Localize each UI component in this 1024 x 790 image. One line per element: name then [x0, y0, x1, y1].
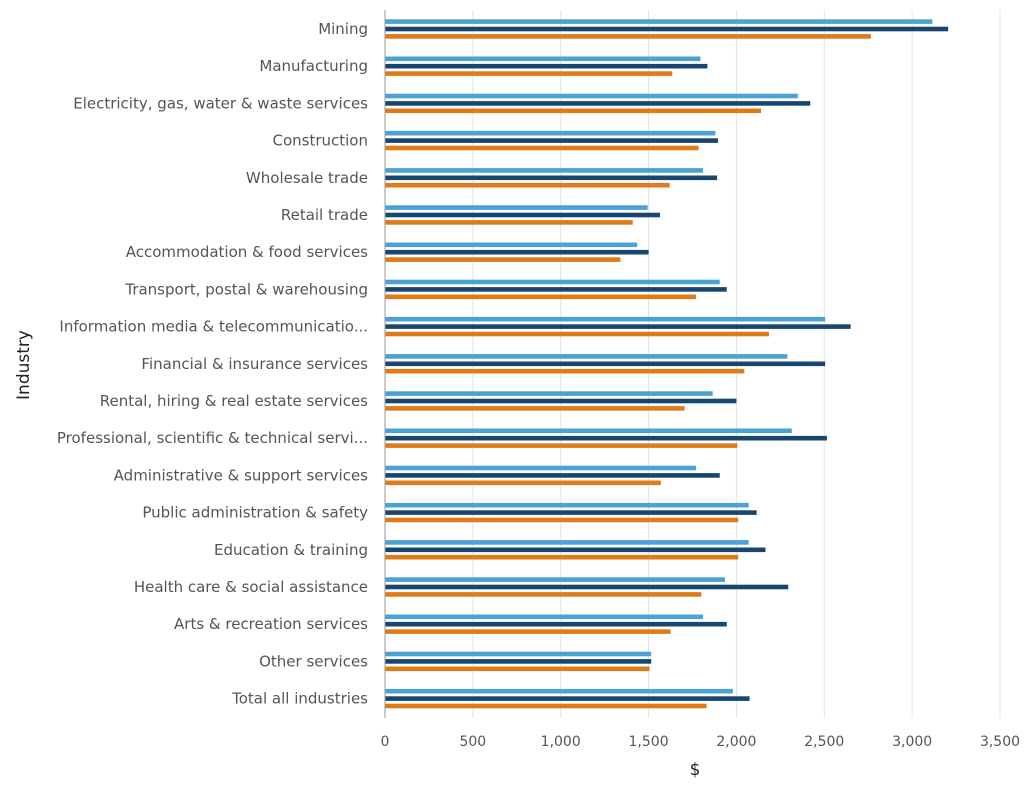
category-label: Professional, scientific & technical ser… — [57, 429, 368, 447]
bar-series-2 — [385, 398, 737, 404]
x-tick-label: 0 — [381, 734, 390, 750]
bar-series-3 — [385, 517, 739, 523]
bar-series-2 — [385, 175, 718, 181]
x-tick-label: 2,500 — [804, 734, 844, 750]
category-label: Wholesale trade — [246, 169, 368, 187]
bar-series-2 — [385, 287, 727, 292]
category-label: Transport, postal & warehousing — [124, 280, 368, 298]
bar-series-2 — [385, 659, 652, 664]
bar-series-3 — [385, 331, 769, 337]
category-label: Arts & recreation services — [174, 615, 368, 633]
bar-series-3 — [385, 554, 739, 560]
category-label: Total all industries — [231, 690, 368, 708]
category-label: Manufacturing — [259, 57, 368, 75]
bar-series-3 — [385, 294, 697, 300]
bar-series-1 — [385, 93, 798, 99]
bar-series-3 — [385, 220, 633, 225]
bar-series-3 — [385, 592, 702, 597]
bar-series-1 — [385, 428, 792, 434]
bar-series-1 — [385, 354, 788, 359]
bar-series-2 — [385, 435, 827, 441]
bar-series-3 — [385, 406, 685, 411]
bar-series-3 — [385, 629, 671, 634]
bar-series-1 — [385, 56, 701, 62]
bar-series-1 — [385, 19, 933, 24]
bar-series-3 — [385, 108, 762, 114]
bar-series-1 — [385, 688, 733, 694]
bar-series-3 — [385, 182, 670, 188]
bar-series-2 — [385, 26, 949, 32]
bar-series-2 — [385, 547, 766, 553]
category-label: Education & training — [214, 541, 368, 559]
bar-series-2 — [385, 473, 720, 478]
x-tick-labels: 0 500 1,000 1,500 2,000 2,500 3,000 3,500 — [381, 734, 1021, 750]
bar-series-1 — [385, 391, 713, 396]
bar-series-1 — [385, 502, 749, 508]
category-labels: Mining Manufacturing Electricity, gas, wat… — [57, 20, 368, 708]
bar-series-1 — [385, 651, 652, 657]
category-label: Rental, hiring & real estate services — [100, 392, 368, 410]
bar-series-2 — [385, 696, 750, 701]
bar-series-2 — [385, 510, 757, 515]
bar-series-2 — [385, 584, 789, 590]
bar-series-2 — [385, 324, 851, 329]
category-label: Health care & social assistance — [134, 578, 368, 596]
category-label: Administrative & support services — [114, 466, 369, 484]
category-label: Financial & insurance services — [141, 355, 368, 373]
bars — [385, 19, 949, 709]
bar-series-1 — [385, 577, 726, 582]
category-label: Accommodation & food services — [126, 243, 368, 261]
x-tick-label: 1,500 — [629, 734, 669, 750]
y-axis-title: Industry — [14, 330, 34, 400]
category-label: Electricity, gas, water & waste services — [73, 94, 368, 112]
bar-series-1 — [385, 242, 638, 248]
bar-series-2 — [385, 138, 718, 143]
bar-series-1 — [385, 205, 648, 210]
bar-series-2 — [385, 361, 826, 367]
bar-series-2 — [385, 212, 660, 218]
bar-series-3 — [385, 443, 738, 448]
bar-series-1 — [385, 130, 716, 136]
bar-series-1 — [385, 540, 749, 545]
category-label: Mining — [318, 20, 368, 38]
bar-series-2 — [385, 101, 811, 106]
bar-series-3 — [385, 257, 621, 262]
bar-series-2 — [385, 63, 708, 69]
category-label: Retail trade — [281, 206, 368, 224]
x-axis-title: $ — [690, 760, 701, 780]
bar-series-2 — [385, 249, 649, 255]
bar-series-3 — [385, 34, 871, 39]
bar-series-2 — [385, 621, 727, 627]
category-label: Other services — [259, 652, 368, 670]
bar-series-1 — [385, 168, 704, 173]
bar-series-3 — [385, 703, 707, 709]
category-label: Construction — [272, 132, 368, 150]
x-tick-label: 500 — [459, 734, 486, 750]
bar-series-3 — [385, 145, 699, 151]
category-label: Information media & telecommunicatio... — [59, 318, 368, 336]
x-tick-label: 3,000 — [892, 734, 932, 750]
x-tick-label: 1,000 — [541, 734, 581, 750]
bar-series-1 — [385, 614, 704, 620]
bar-series-1 — [385, 279, 720, 285]
bar-series-3 — [385, 368, 745, 374]
category-label: Public administration & safety — [142, 504, 368, 522]
bar-series-1 — [385, 316, 826, 322]
bar-series-3 — [385, 666, 650, 672]
x-tick-label: 2,000 — [716, 734, 756, 750]
bar-series-3 — [385, 71, 673, 76]
bar-series-3 — [385, 480, 661, 486]
bar-series-1 — [385, 465, 697, 471]
x-tick-label: 3,500 — [980, 734, 1020, 750]
